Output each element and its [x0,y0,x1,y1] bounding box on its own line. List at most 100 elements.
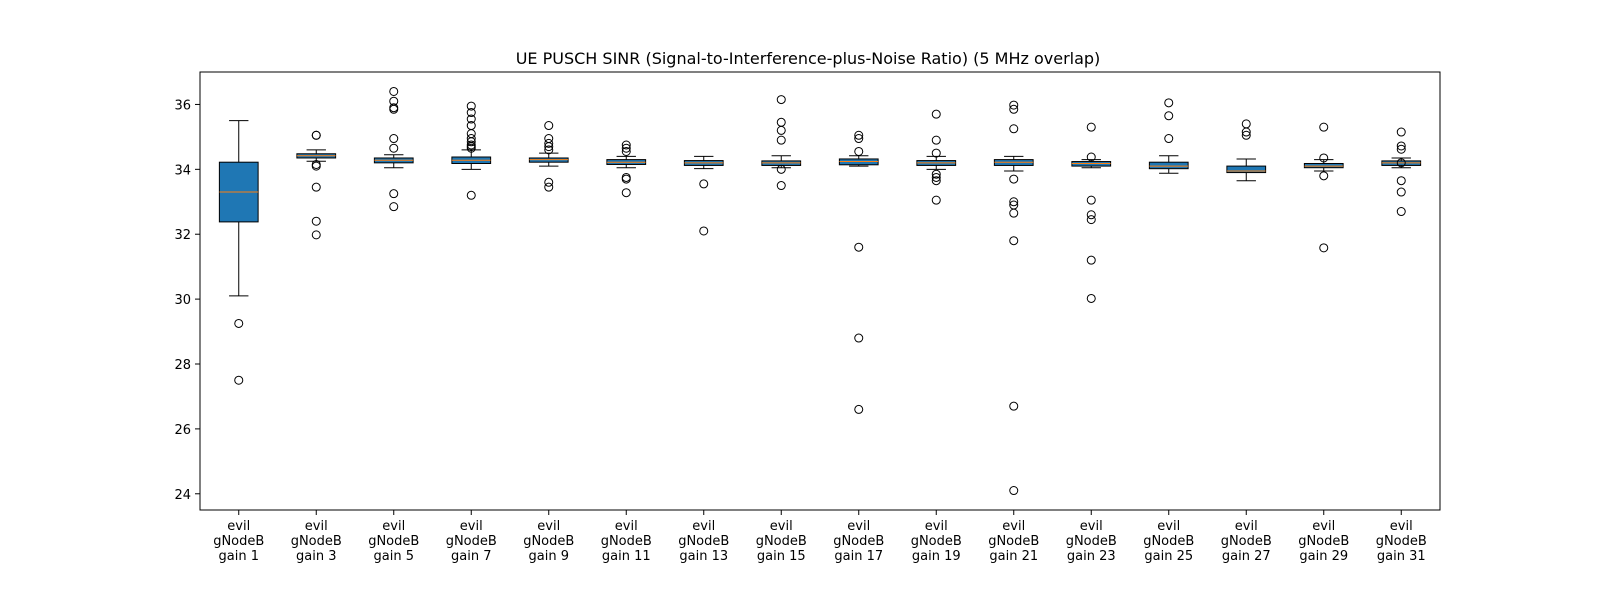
y-tick-label: 28 [174,358,191,373]
x-tick-label-line: evil [615,519,638,534]
outlier-point [1396,144,1406,154]
outlier-point [389,202,399,212]
x-tick-label-line: gain 11 [602,549,651,564]
outlier-point [1396,207,1406,217]
outlier-point [931,195,941,205]
x-tick-label-line: gain 21 [989,549,1038,564]
x-tick-label-line: gNodeB [213,534,264,549]
x-tick-label-line: gNodeB [988,534,1039,549]
outlier-point [1319,243,1329,253]
outlier-point [931,172,941,182]
x-tick-label-line: evil [1235,519,1258,534]
x-tick-label-line: gNodeB [601,534,652,549]
x-tick-label: evil gNodeB gain 29 [1298,519,1349,564]
outlier-point [1086,152,1096,162]
x-tick-label-line: gNodeB [756,534,807,549]
outlier-point [311,216,321,226]
x-tick-label: evil gNodeB gain 3 [291,519,342,564]
x-tick-label-line: evil [1002,519,1025,534]
x-tick-label-line: gain 15 [757,549,806,564]
x-tick-label-line: gNodeB [446,534,497,549]
x-tick-label: evil gNodeB gain 13 [678,519,729,564]
outlier-point [1086,255,1096,265]
outlier-point [699,179,709,189]
outlier-point [466,137,476,147]
outlier-point [776,164,786,174]
outlier-point [311,161,321,171]
outlier-point [1319,153,1329,163]
x-tick-label-line: evil [847,519,870,534]
box-iqr [1148,161,1189,170]
outlier-point [776,181,786,191]
x-tick-label-line: evil [460,519,483,534]
outlier-point [1319,122,1329,132]
x-tick-label-line: evil [1080,519,1103,534]
outlier-point [389,86,399,96]
outlier-point [1396,187,1406,197]
outlier-point [1009,197,1019,207]
outlier-point [1009,100,1019,110]
outlier-point [1086,210,1096,220]
outlier-point [1009,401,1019,411]
x-tick-label-line: gain 27 [1222,549,1271,564]
x-tick-label-line: evil [305,519,328,534]
outlier-point [544,145,554,155]
outlier-point [544,177,554,187]
outlier-point [931,176,941,186]
x-tick-label: evil gNodeB gain 7 [446,519,497,564]
outlier-point [931,169,941,179]
outlier-point [311,130,321,140]
x-tick-label: evil gNodeB gain 19 [911,519,962,564]
outlier-point [931,109,941,119]
outlier-point [854,134,864,144]
outlier-point [1009,174,1019,184]
x-tick-label-line: gain 29 [1299,549,1348,564]
x-tick-label-line: gain 13 [679,549,728,564]
x-tick-label: evil gNodeB gain 9 [523,519,574,564]
x-tick-label-line: gNodeB [291,534,342,549]
outlier-point [466,190,476,200]
outlier-point [621,174,631,184]
x-tick-label: evil gNodeB gain 1 [213,519,264,564]
outlier-point [389,134,399,144]
outlier-point [621,146,631,156]
outlier-point [931,135,941,145]
outlier-point [1396,127,1406,137]
outlier-point [1396,176,1406,186]
outlier-point [1009,236,1019,246]
x-tick-label-line: gain 5 [374,549,414,564]
outlier-point [466,108,476,118]
outlier-point [1319,171,1329,181]
outlier-point [854,130,864,140]
outlier-point [1009,124,1019,134]
x-tick-label-line: gain 3 [296,549,336,564]
outlier-point [854,404,864,414]
x-tick-label-line: gain 7 [451,549,491,564]
chart-title: UE PUSCH SINR (Signal-to-Interference-pl… [516,49,1101,68]
outlier-point [1086,122,1096,132]
x-tick-label: evil gNodeB gain 21 [988,519,1039,564]
outlier-point [621,188,631,198]
x-tick-label-line: gNodeB [833,534,884,549]
outlier-point [1009,208,1019,218]
outlier-point [854,242,864,252]
outlier-point [466,143,476,153]
x-tick-label-line: gNodeB [1143,534,1194,549]
x-tick-label-line: gain 31 [1377,549,1426,564]
x-tick-label-line: gain 17 [834,549,883,564]
outlier-point [621,143,631,153]
outlier-point [776,125,786,135]
x-tick-label-line: evil [1390,519,1413,534]
outlier-point [1009,104,1019,114]
x-tick-label-line: evil [770,519,793,534]
x-tick-label-line: evil [1312,519,1335,534]
box-iqr [1226,165,1267,174]
x-tick-label-line: gain 25 [1144,549,1193,564]
plot-frame [199,71,1441,511]
outlier-point [1164,111,1174,121]
outlier-point [466,114,476,124]
x-tick-label: evil gNodeB gain 11 [601,519,652,564]
